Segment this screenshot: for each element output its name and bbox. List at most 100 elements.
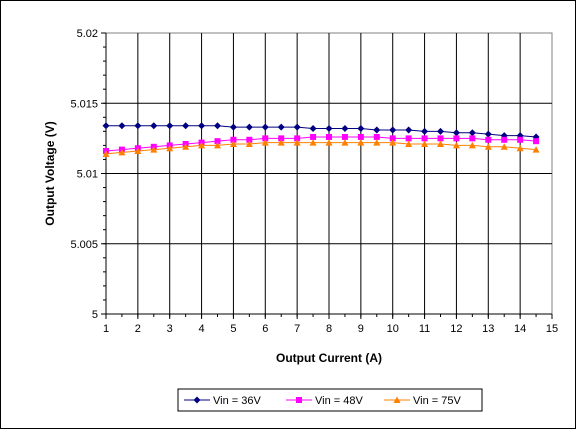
series-line [105,142,537,155]
x-tick-label: 6 [262,323,268,335]
data-point [357,139,365,146]
x-tick-label: 14 [514,323,526,335]
x-tick-label: 8 [326,323,332,335]
data-point [261,139,269,146]
legend-entry-1: Vin = 36V [184,395,261,407]
series-1 [102,122,540,141]
data-point [341,125,349,133]
data-point [373,126,381,134]
data-point [405,135,412,142]
data-point [230,136,237,143]
data-point [468,141,476,149]
legend-entry-2: Vin = 48V [286,395,363,407]
data-point [421,127,429,135]
data-point [293,139,301,146]
x-tick-label: 4 [199,323,205,335]
legend-entry-3: Vin = 75V [384,395,461,407]
data-point [373,133,380,140]
data-point [532,146,540,153]
data-point [310,133,317,140]
data-point [182,143,190,150]
x-tick-label: 11 [419,323,430,335]
data-point [453,135,460,142]
data-point [246,136,253,143]
data-point [134,122,142,130]
data-point [500,143,508,150]
x-axis-label: Output Current (A) [276,351,382,365]
data-point [182,122,190,130]
data-point [198,122,206,130]
y-tick-label: 5.015 [70,98,98,110]
x-tick-label: 1 [103,323,109,335]
data-point [389,126,397,134]
data-point [214,122,221,130]
data-point [229,123,237,131]
data-point [166,144,174,152]
legend-marker [296,397,302,403]
legend-marker [193,396,201,404]
y-tick-label: 5 [92,309,98,321]
data-point [373,139,381,146]
legend-marker [393,396,401,403]
data-point [261,123,269,131]
x-tick-label: 12 [450,323,462,335]
data-point [214,138,221,145]
grid-layer [106,33,552,314]
data-point [421,135,428,142]
y-tick-label: 5.02 [77,28,98,40]
data-point [118,122,126,130]
data-point [229,140,237,147]
data-point [357,125,365,133]
legend-label: Vin = 48V [315,395,363,407]
data-point [437,135,444,142]
series-3 [102,139,540,157]
data-point [150,146,158,153]
x-tick-label: 5 [230,323,236,335]
data-point [150,122,158,130]
data-point [293,123,301,131]
data-point [277,123,285,131]
data-point [452,129,460,137]
data-point [405,140,413,147]
data-point [405,126,413,134]
data-point [326,133,332,140]
x-tick-label: 3 [167,323,173,335]
data-point [294,135,301,142]
x-tick-label: 7 [294,323,300,335]
series-layer [102,122,540,157]
y-axis-label: Output Voltage (V) [43,121,57,225]
legend-label: Vin = 36V [213,395,261,407]
x-tick-label: 9 [358,323,364,335]
legend-box [177,388,483,412]
data-point [134,147,142,155]
x-tick-label: 13 [482,323,494,335]
data-point [421,140,429,147]
legend-label: Vin = 75V [413,395,461,407]
data-point [278,135,285,142]
y-tick-label: 5.005 [70,239,98,251]
series-line [105,136,537,152]
y-tick-label: 5.01 [77,169,98,181]
data-point [469,135,476,142]
data-point [166,122,174,130]
data-point [357,133,364,140]
data-point [468,129,476,137]
data-point [501,136,508,143]
data-point [214,141,221,149]
data-point [341,139,349,146]
legend: Vin = 36V Vin = 48V Vin = 75V [177,388,483,412]
data-point [452,141,460,149]
data-point [389,135,396,142]
data-point [484,143,492,150]
data-point [389,139,397,146]
data-point [309,125,317,133]
data-point [437,140,444,147]
data-point [516,144,524,152]
data-point [102,122,110,130]
data-point [277,139,285,146]
data-point [517,136,524,143]
series-line [106,125,537,138]
